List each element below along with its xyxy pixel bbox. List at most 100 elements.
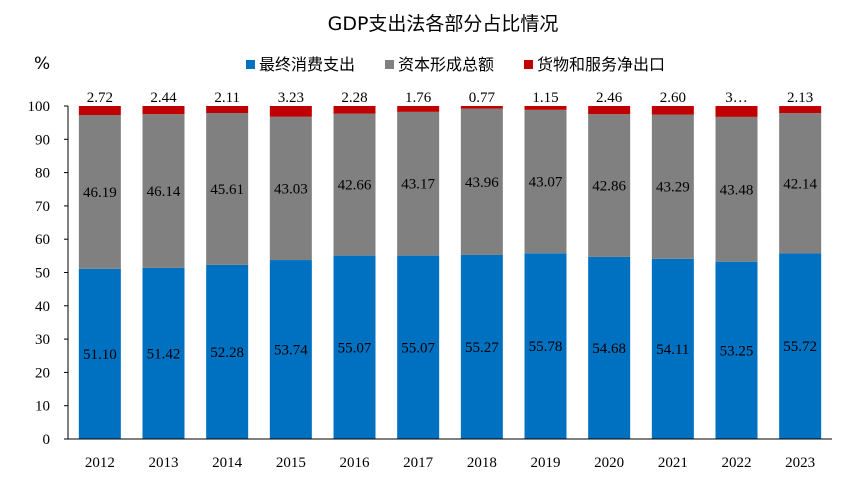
bar-segment (333, 255, 376, 439)
data-label: 55.07 (338, 340, 372, 356)
y-unit-label: % (34, 54, 50, 74)
x-tick-label: 2014 (212, 455, 243, 471)
x-tick-label: 2023 (785, 455, 815, 471)
bar-segment (333, 113, 376, 256)
legend-swatch (246, 60, 255, 69)
bar-segment (588, 106, 631, 115)
x-tick-label: 2013 (149, 455, 179, 471)
data-label: 43.96 (465, 175, 499, 191)
data-label: 46.14 (147, 184, 181, 200)
bar-segment (460, 254, 503, 439)
bar-segment (78, 115, 121, 269)
data-label: 51.10 (83, 347, 117, 363)
bar-segment (460, 108, 503, 255)
bar-segment (651, 114, 694, 259)
data-label: 3… (725, 90, 748, 106)
data-label: 53.25 (720, 343, 754, 359)
data-label: 54.68 (592, 341, 626, 357)
data-label: 46.19 (83, 185, 117, 201)
bar-segment (269, 106, 312, 117)
bar-segment (142, 114, 185, 268)
data-label: 2.11 (214, 90, 240, 106)
legend-swatch (385, 60, 394, 69)
data-label: 51.42 (147, 346, 181, 362)
data-label: 2.44 (150, 90, 177, 106)
legend: 最终消费支出 资本形成总额 货物和服务净出口 (246, 55, 665, 74)
y-tick-label: 30 (35, 332, 50, 348)
x-tick-label: 2019 (531, 455, 561, 471)
data-label: 45.61 (210, 182, 244, 198)
bar-segment (78, 106, 121, 116)
data-label: 43.03 (274, 181, 308, 197)
bar-segment (524, 106, 567, 110)
bar-segment (397, 255, 440, 439)
bar-segment (779, 253, 822, 439)
legend-swatch (524, 60, 533, 69)
data-label: 2.13 (787, 90, 813, 106)
x-axis: 2012 2013 2014 2015 2016 2017 2018 2019 2020 2021… (68, 438, 832, 471)
data-label: 43.17 (401, 177, 435, 193)
bar-segment (206, 113, 249, 265)
data-label: 3.23 (278, 90, 304, 106)
bar-segment (715, 106, 758, 117)
data-label: 54.11 (656, 342, 689, 358)
x-tick-label: 2016 (340, 455, 371, 471)
x-tick-label: 2018 (467, 455, 497, 471)
x-tick-label: 2021 (658, 455, 688, 471)
legend-label: 货物和服务净出口 (537, 55, 665, 74)
bar-segment (588, 114, 631, 257)
y-tick-label: 10 (35, 399, 50, 415)
data-label: 42.66 (338, 178, 372, 194)
chart-title: GDP支出法各部分占比情况 (328, 13, 559, 35)
x-tick-label: 2012 (85, 455, 115, 471)
data-label: 55.27 (465, 340, 499, 356)
bar-segment (651, 106, 694, 115)
x-tick-label: 2015 (276, 455, 306, 471)
y-tick-label: 70 (35, 199, 50, 215)
y-tick-label: 20 (35, 365, 50, 381)
bar-segment (269, 116, 312, 261)
x-tick-label: 2022 (722, 455, 752, 471)
data-label: 1.15 (532, 90, 558, 106)
bars: 51.10 46.19 2.72 51.42 46.14 2.44 52.28 45.61 2.… (78, 90, 822, 439)
bar-segment (142, 106, 185, 115)
bar-segment (397, 111, 440, 256)
bar-segment (779, 113, 822, 254)
data-label: 42.14 (783, 176, 817, 192)
bar-segment (206, 264, 249, 439)
y-tick-label: 50 (35, 266, 50, 282)
data-label: 43.48 (720, 182, 754, 198)
y-tick-label: 100 (28, 99, 51, 115)
bar-segment (779, 106, 822, 114)
data-label: 55.72 (783, 339, 817, 355)
y-tick-label: 60 (35, 232, 50, 248)
legend-label: 资本形成总额 (398, 55, 494, 74)
data-label: 52.28 (210, 345, 244, 361)
x-tick-label: 2017 (403, 455, 434, 471)
data-label: 55.78 (529, 339, 563, 355)
bar-segment (651, 258, 694, 439)
data-label: 43.07 (529, 175, 563, 191)
bar-segment (460, 106, 503, 109)
data-label: 1.76 (405, 90, 432, 106)
y-axis: 0 10 20 30 40 50 60 70 80 90 100 (28, 99, 69, 448)
y-tick-label: 90 (35, 132, 50, 148)
bar-segment (333, 106, 376, 114)
data-label: 43.29 (656, 180, 690, 196)
x-tick-label: 2020 (594, 455, 624, 471)
data-label: 0.77 (469, 90, 496, 106)
bar-segment (715, 116, 758, 262)
legend-label: 最终消费支出 (259, 55, 355, 74)
data-label: 42.86 (592, 179, 626, 195)
bar-segment (206, 106, 249, 114)
data-label: 55.07 (401, 340, 435, 356)
y-tick-label: 80 (35, 166, 50, 182)
bar-segment (269, 260, 312, 439)
data-label: 53.74 (274, 343, 308, 359)
bar-segment (588, 256, 631, 439)
y-tick-label: 0 (43, 432, 51, 448)
bar-segment (524, 109, 567, 254)
bar-segment (78, 268, 121, 439)
y-tick-label: 40 (35, 299, 50, 315)
